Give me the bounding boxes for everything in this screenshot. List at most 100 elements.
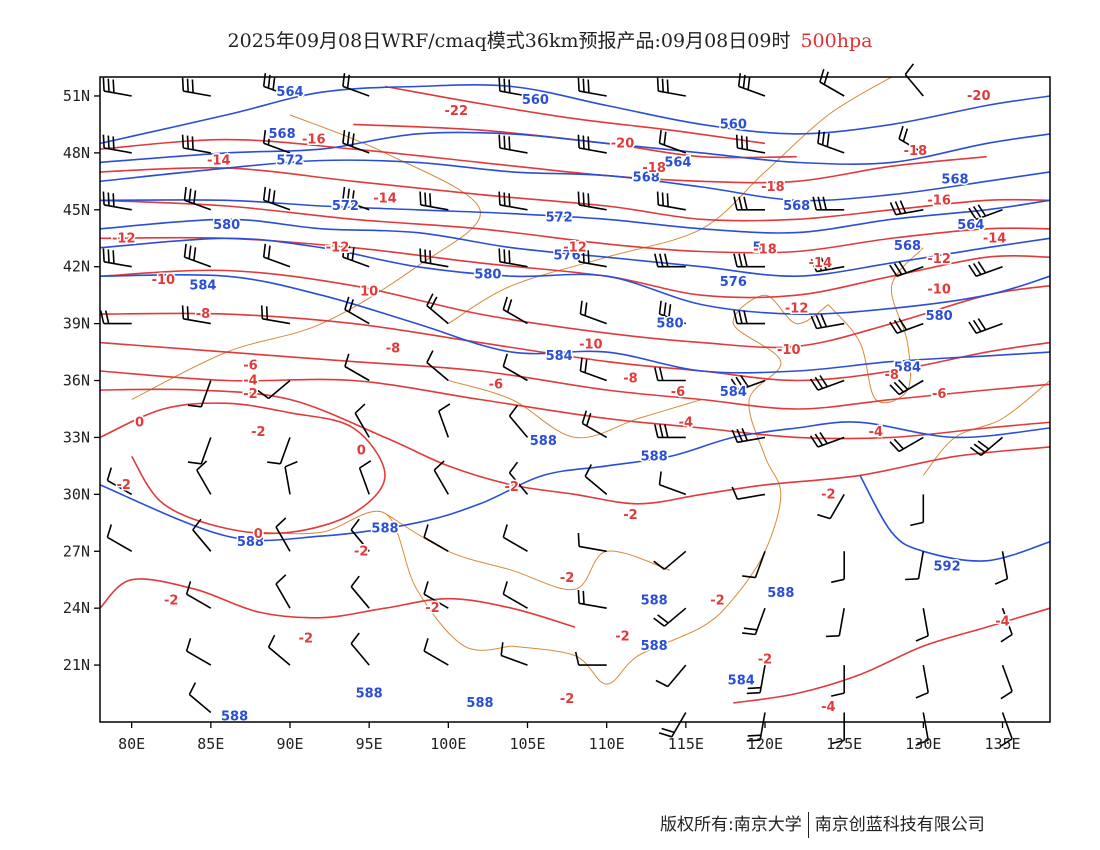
height-contour xyxy=(99,84,1051,145)
title-level: 500hpa xyxy=(800,30,873,52)
y-tick-label: 21N xyxy=(63,656,90,674)
wind-barb xyxy=(809,431,845,448)
wind-barb xyxy=(498,77,528,97)
wind-barb xyxy=(968,204,1003,221)
wind-barb xyxy=(102,191,132,211)
wind-barb xyxy=(809,375,845,391)
contour-label: -8 xyxy=(623,372,637,387)
height-contour xyxy=(99,421,1051,542)
contour-label: 572 xyxy=(276,153,303,168)
wind-barb xyxy=(577,533,607,553)
footer-separator xyxy=(807,812,809,838)
wind-barb xyxy=(658,300,687,325)
contour-label: -2 xyxy=(821,487,835,502)
contour-label: -2 xyxy=(243,387,257,402)
wind-barb xyxy=(181,134,211,154)
wind-barb xyxy=(731,427,766,444)
wind-barb xyxy=(994,551,1009,585)
wind-barb xyxy=(185,638,212,666)
y-tick-label: 45N xyxy=(63,201,90,219)
map-frame xyxy=(99,76,1051,723)
contour-label: 564 xyxy=(276,85,303,100)
wind-barb xyxy=(915,608,929,642)
contour-label: -18 xyxy=(904,144,928,159)
wind-barb xyxy=(584,464,608,496)
contour-label: -2 xyxy=(251,425,265,440)
contour-label: -18 xyxy=(753,243,777,258)
wind-barb xyxy=(508,461,529,495)
wind-barb xyxy=(433,460,449,495)
wind-barb xyxy=(889,200,924,216)
wind-barb xyxy=(817,130,845,154)
contour-label: 584 xyxy=(720,385,747,400)
wind-barb xyxy=(810,257,845,273)
wind-barb xyxy=(185,581,212,609)
wind-barb xyxy=(733,253,765,268)
contour-label: -2 xyxy=(615,630,629,645)
height-contour xyxy=(99,237,1051,315)
contour-label: -2 xyxy=(758,652,772,667)
wind-barb xyxy=(275,574,291,609)
contour-label: 10 xyxy=(360,284,378,299)
wind-barb xyxy=(508,404,529,438)
wind-barb xyxy=(419,191,449,211)
height-contour xyxy=(99,131,1051,165)
x-tick-label: 95E xyxy=(356,735,383,753)
x-tick-label: 125E xyxy=(826,735,862,753)
wind-barb xyxy=(898,125,924,154)
contour-label: -12 xyxy=(326,241,350,256)
height-contour xyxy=(99,218,1051,278)
wind-barb xyxy=(192,518,212,552)
contour-label: 572 xyxy=(546,210,573,225)
contour-label: 588 xyxy=(641,639,668,654)
wind-barb xyxy=(579,300,607,325)
contour-label: -4 xyxy=(243,374,257,389)
wind-barbs xyxy=(99,63,1013,747)
wind-barb xyxy=(905,551,925,581)
contour-label: 584 xyxy=(894,360,921,375)
contour-label: -14 xyxy=(207,153,231,168)
height-contour xyxy=(99,273,1051,374)
wind-barb xyxy=(730,375,766,391)
wind-barb xyxy=(188,682,212,714)
wind-barb xyxy=(733,310,765,325)
contour-label: -10 xyxy=(579,337,603,352)
wind-barb xyxy=(262,243,291,268)
contour-label: -6 xyxy=(671,385,685,400)
contour-label: -2 xyxy=(710,594,724,609)
contour-label: 580 xyxy=(213,218,240,233)
wind-barb xyxy=(658,130,687,154)
wind-barb xyxy=(99,310,132,325)
wind-barb xyxy=(812,196,845,211)
y-tick-label: 39N xyxy=(63,315,90,333)
wind-barb xyxy=(577,191,607,211)
temperature-contour xyxy=(99,312,1051,382)
contour-label: -4 xyxy=(821,700,835,715)
wind-barb xyxy=(500,642,528,666)
footer-right: 南京创蓝科技有限公司 xyxy=(814,815,985,835)
y-tick-label: 48N xyxy=(63,144,90,162)
contour-label: -8 xyxy=(386,341,400,356)
contour-label: 588 xyxy=(371,522,398,537)
wind-barb xyxy=(106,467,133,496)
contour-label: 584 xyxy=(189,279,216,294)
wind-barb xyxy=(358,460,372,495)
contour-label: 584 xyxy=(546,349,573,364)
contour-label: -16 xyxy=(927,193,951,208)
contour-label: -2 xyxy=(425,601,439,616)
contour-label: -10 xyxy=(152,273,176,288)
contour-label: -6 xyxy=(932,387,946,402)
contour-label: -2 xyxy=(354,544,368,559)
contour-label: 588 xyxy=(767,586,794,601)
wind-barb xyxy=(889,379,924,396)
temperature-contour xyxy=(99,578,576,628)
wind-barb xyxy=(654,253,686,268)
wind-barb xyxy=(831,665,845,697)
wind-barb xyxy=(498,191,528,211)
wind-barb xyxy=(181,305,211,325)
wind-barb xyxy=(284,460,298,495)
contour-label: -18 xyxy=(642,161,666,176)
temperature-contour xyxy=(99,199,1051,254)
height-contour xyxy=(99,199,1051,234)
